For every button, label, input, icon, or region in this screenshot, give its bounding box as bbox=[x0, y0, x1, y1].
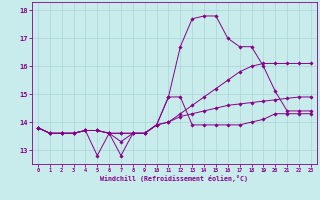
X-axis label: Windchill (Refroidissement éolien,°C): Windchill (Refroidissement éolien,°C) bbox=[100, 175, 248, 182]
